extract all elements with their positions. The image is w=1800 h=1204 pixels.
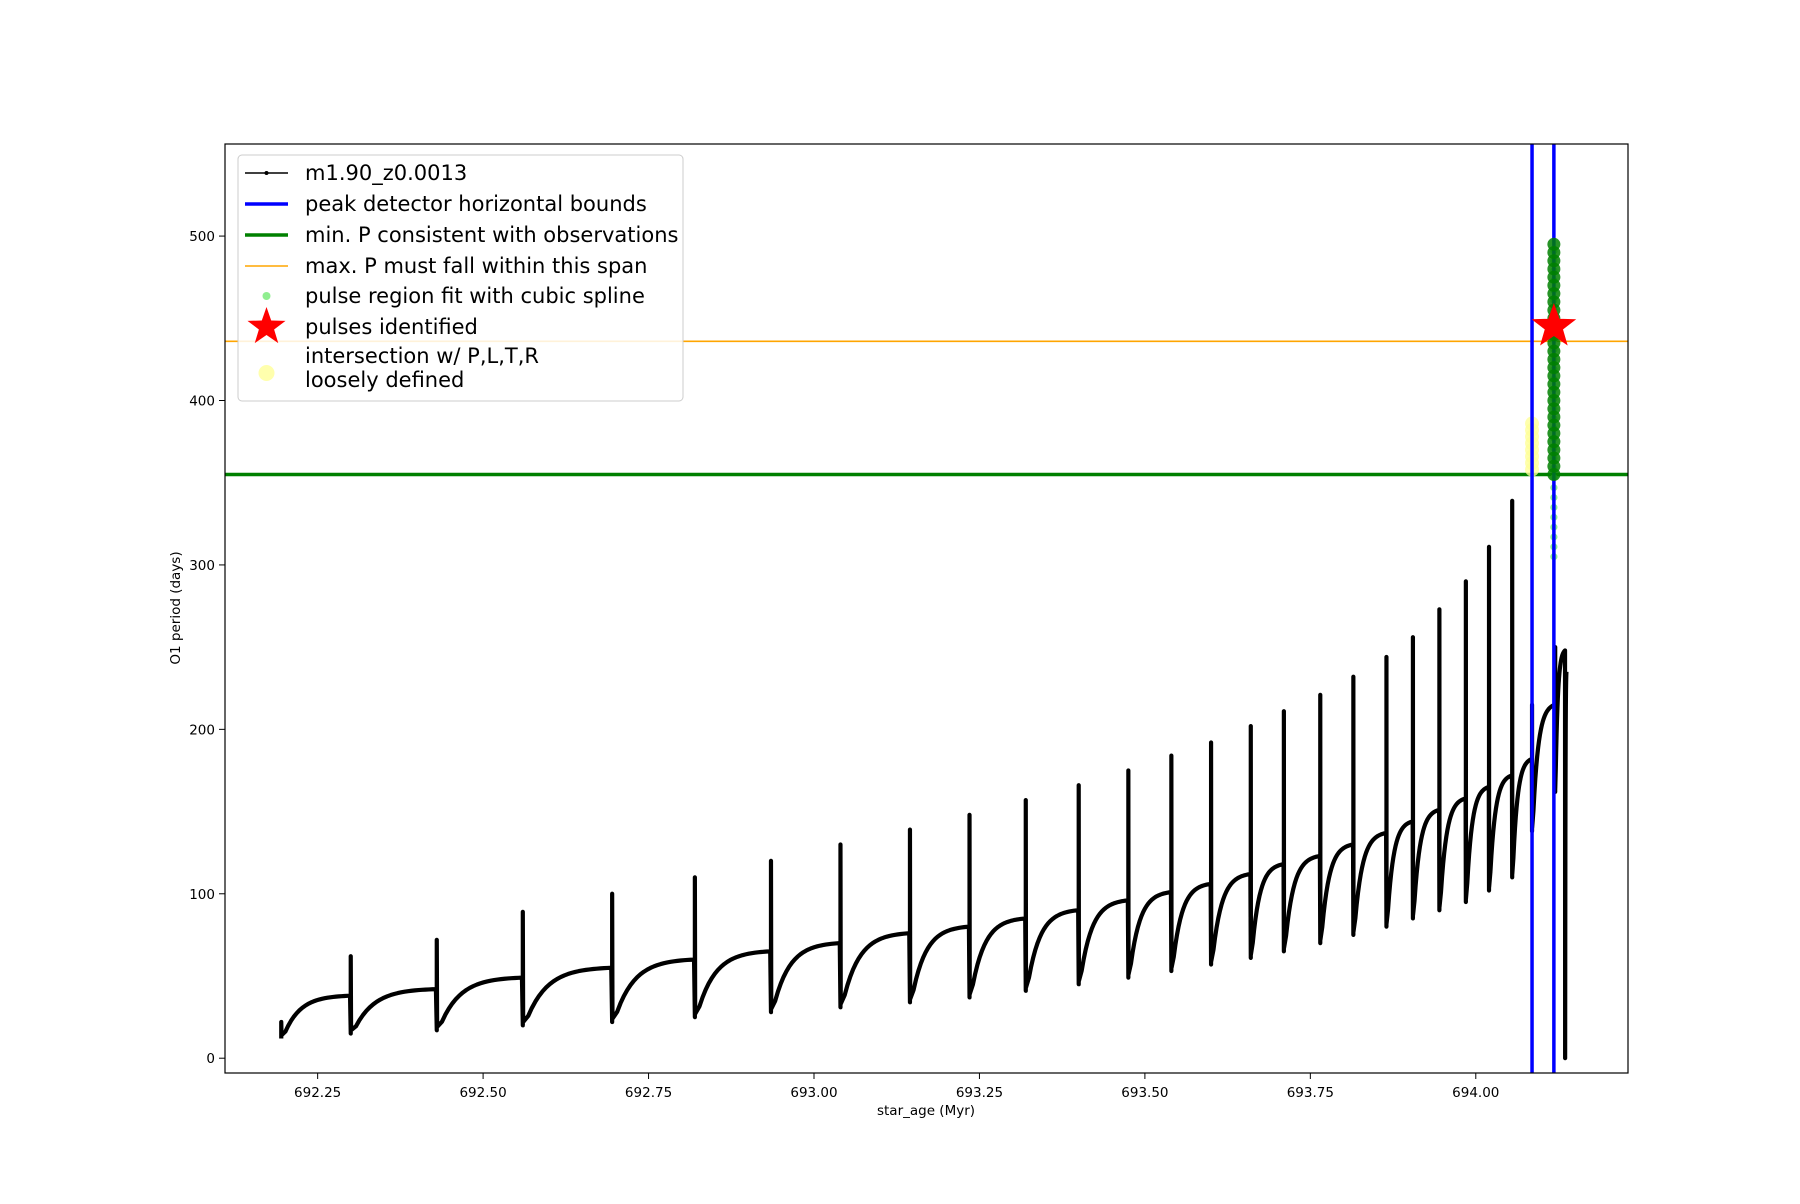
legend-label-min_p: min. P consistent with observations xyxy=(305,223,678,247)
legend-marker-intersection xyxy=(258,365,275,381)
x-tick-label: 692.75 xyxy=(625,1085,672,1101)
y-axis-label: O1 period (days) xyxy=(168,551,184,664)
plot-frame xyxy=(224,143,1629,1074)
legend-label-intersection: intersection w/ P,L,T,R xyxy=(305,344,539,368)
x-tick-label: 692.25 xyxy=(294,1085,341,1101)
x-tick-label: 692.50 xyxy=(459,1085,506,1101)
x-tick-label: 693.75 xyxy=(1287,1085,1334,1101)
legend-marker-pulse xyxy=(247,307,286,344)
y-axis: 0 100 200 300 400 500 xyxy=(189,229,225,1067)
legend-marker-model xyxy=(264,171,269,175)
x-axis-label: star_age (Myr) xyxy=(877,1103,975,1119)
x-axis: 692.25 692.50 692.75 693.00 693.25 693.50 693.… xyxy=(294,1073,1499,1101)
x-tick-label: 693.50 xyxy=(1121,1085,1168,1101)
legend-label-intersection-line2: loosely defined xyxy=(305,368,464,392)
legend-label-model: m1.90_z0.0013 xyxy=(305,161,467,186)
legend-marker-spline xyxy=(262,292,271,300)
legend-label-spline: pulse region fit with cubic spline xyxy=(305,284,645,308)
y-tick-label: 400 xyxy=(189,394,215,410)
y-tick-label: 200 xyxy=(189,722,215,738)
y-tick-label: 0 xyxy=(206,1051,215,1067)
x-tick-label: 694.00 xyxy=(1452,1085,1499,1101)
legend-label-pulse: pulses identified xyxy=(305,315,478,339)
legend-box xyxy=(237,154,684,402)
x-tick-label: 693.00 xyxy=(790,1085,837,1101)
observed-point xyxy=(1547,237,1561,251)
legend-label-max_p: max. P must fall within this span xyxy=(305,254,647,278)
y-tick-label: 100 xyxy=(189,887,215,903)
y-tick-label: 500 xyxy=(189,229,215,245)
legend-label-peak_bounds: peak detector horizontal bounds xyxy=(305,192,647,216)
pulse-star xyxy=(1531,303,1577,346)
y-tick-label: 300 xyxy=(189,558,215,574)
x-tick-label: 693.25 xyxy=(956,1085,1003,1101)
plot-area xyxy=(225,144,1628,1073)
